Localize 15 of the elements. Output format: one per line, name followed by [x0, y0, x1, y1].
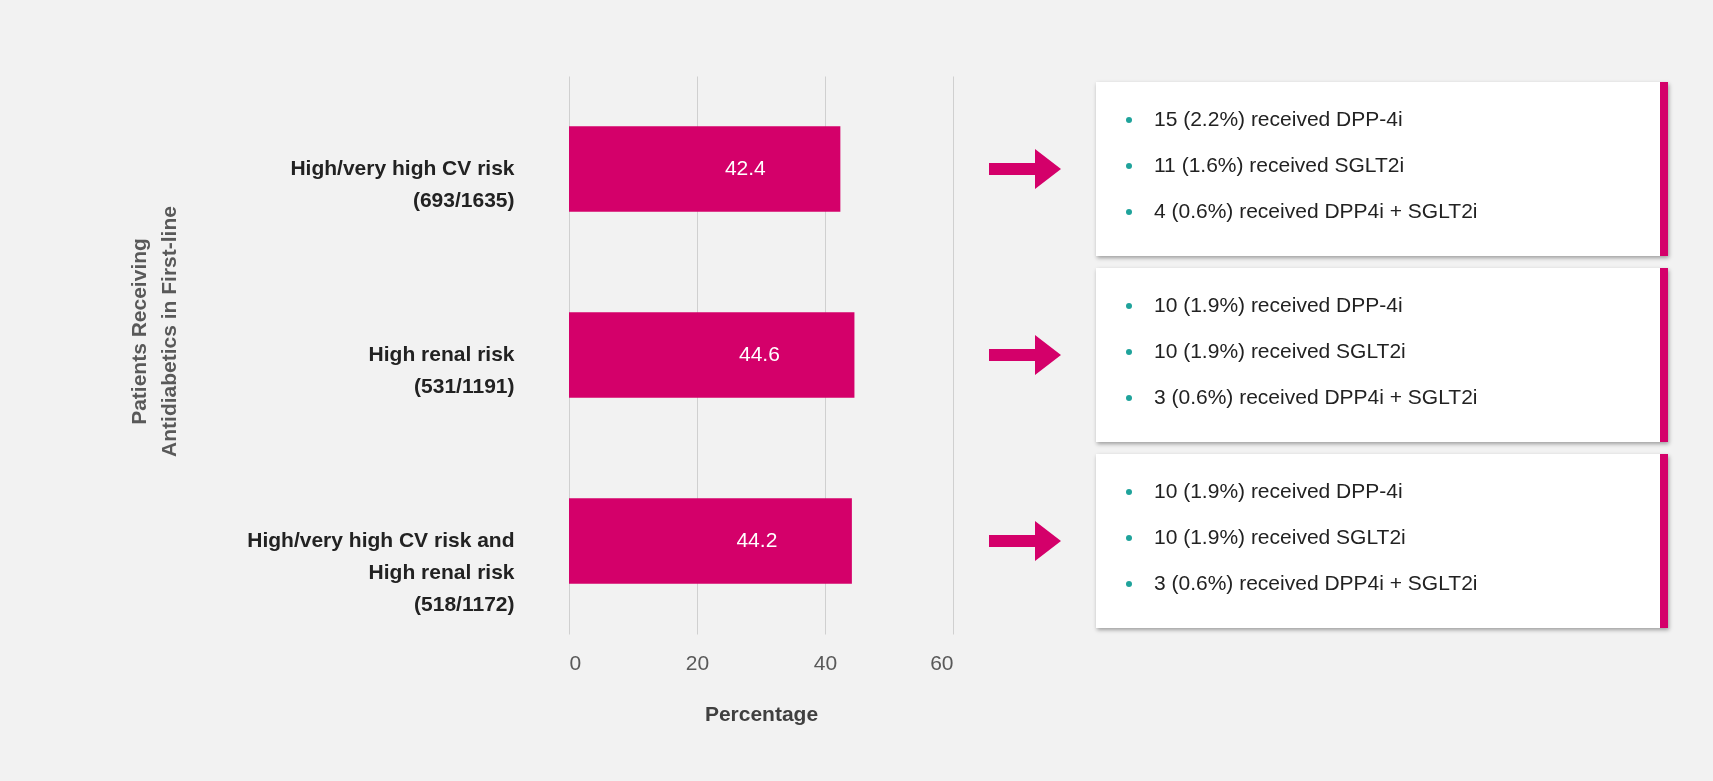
- x-axis-title: Percentage: [704, 701, 819, 725]
- data-label: 42.4: [724, 156, 767, 179]
- x-tick-label: 60: [930, 650, 954, 674]
- data-label: 44.6: [739, 342, 780, 365]
- y-axis-title: Patients Receiving Antidiabetics in First-line: [126, 206, 180, 457]
- x-tick-label: 20: [685, 650, 710, 674]
- y-tick-label: High/very high CV risk and High renal risk (518/1172): [247, 528, 515, 615]
- x-tick-label: 0: [569, 650, 582, 674]
- x-tick-label: 40: [813, 650, 838, 674]
- text: 15 (2.2%) received DPP-4i 11 (1.6%) received SGLT2i 4 (0.6%) received DPP4i + SGLT2i: [1153, 106, 1479, 224]
- data-label: 44.2: [736, 528, 778, 551]
- text: 10 (1.9%) received DPP-4i 10 (1.9%) received SGLT2i 3 (0.6%) received DPP4i + SGLT2i: [1153, 292, 1479, 410]
- y-tick-label: High/very high CV risk (693/1635): [290, 156, 515, 211]
- text: 10 (1.9%) received DPP-4i 10 (1.9%) received SGLT2i 3 (0.6%) received DPP4i + SGLT2i: [1153, 478, 1479, 596]
- y-tick-label: High renal risk (531/1191): [368, 342, 515, 397]
